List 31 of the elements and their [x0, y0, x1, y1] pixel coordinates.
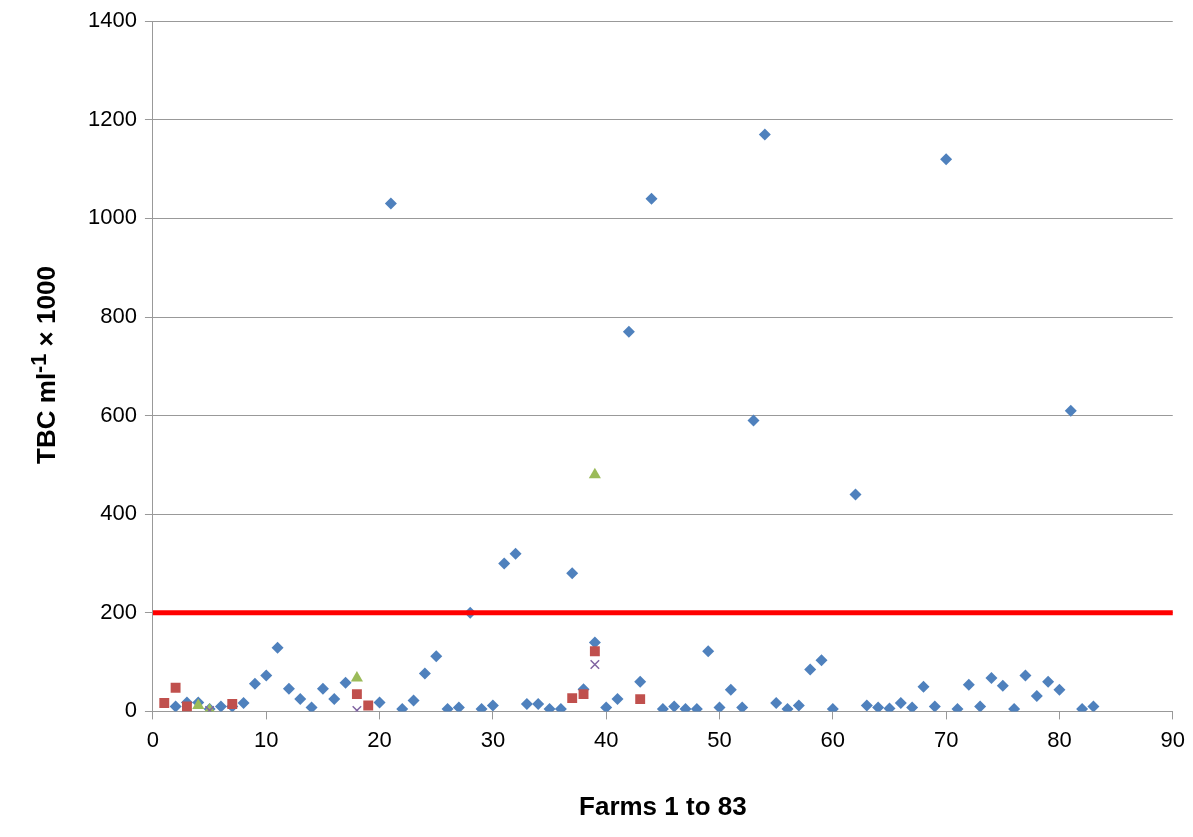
x-tick-label: 50: [707, 726, 732, 752]
x-tick-label: 10: [254, 726, 279, 752]
x-tick-label: 60: [820, 726, 846, 752]
point: [159, 698, 170, 708]
y-tick-label: 400: [100, 500, 137, 526]
x-tick-label: 80: [1047, 726, 1072, 752]
point: [350, 670, 363, 682]
point: [567, 693, 578, 704]
point: [170, 682, 181, 693]
x-tick-label: 90: [1160, 726, 1186, 752]
x-tick-label: 40: [593, 726, 619, 752]
point: [578, 689, 589, 700]
x-axis-title: Farms 1 to 83: [579, 790, 747, 821]
y-tick-label: 600: [100, 401, 137, 427]
y-tick-label: 200: [100, 598, 137, 624]
point: [181, 701, 192, 712]
point: [635, 694, 646, 705]
y-tick-label: 800: [100, 303, 137, 329]
point: [351, 689, 362, 700]
x-tick-label: 20: [367, 726, 392, 752]
y-tick-label: 0: [124, 697, 137, 723]
point: [588, 467, 601, 479]
y-tick-label: 1400: [87, 7, 137, 33]
y-tick-label: 1000: [87, 204, 137, 230]
x-tick-label: 30: [480, 726, 506, 752]
point: [589, 659, 600, 670]
point: [363, 700, 374, 711]
y-tick-label: 1200: [87, 105, 137, 131]
x-tick-label: 70: [933, 726, 959, 752]
point: [589, 646, 600, 657]
x-tick-label: 0: [146, 726, 160, 752]
